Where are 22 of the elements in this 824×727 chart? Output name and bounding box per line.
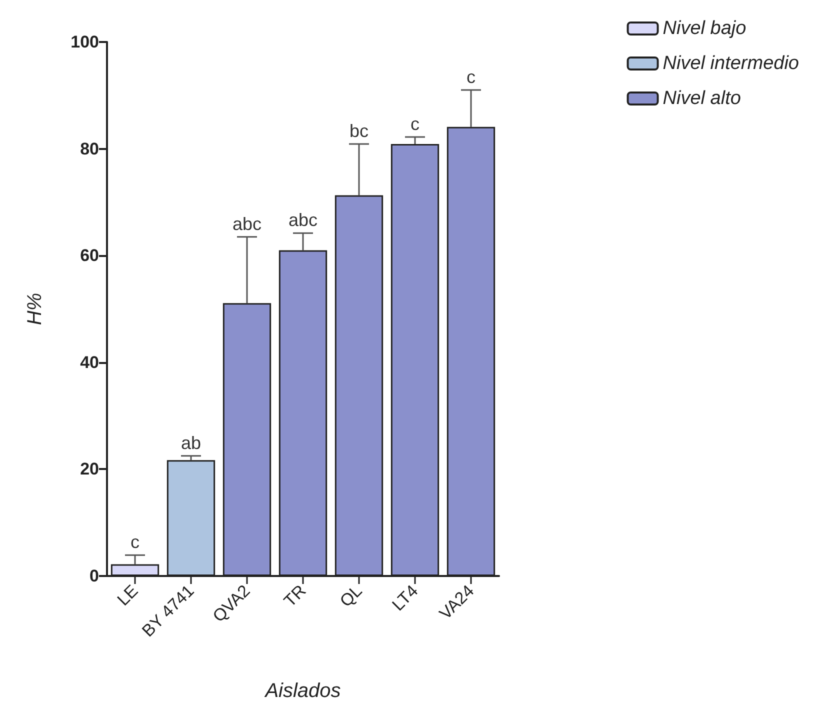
legend-label: Nivel alto (662, 88, 741, 109)
y-tick-label: 60 (80, 246, 99, 266)
annotation: c (466, 67, 476, 88)
x-tick-label: TR (280, 581, 310, 611)
annotation: abc (232, 214, 262, 234)
y-axis-title: H% (24, 292, 46, 326)
annotation: ab (180, 432, 202, 453)
y-tick-label: 40 (80, 352, 99, 372)
x-axis-title: Aislados (264, 680, 341, 702)
annotation: c (130, 532, 140, 552)
annotation: bc (349, 120, 369, 141)
x-tick-label: LT4 (388, 581, 422, 615)
y-tick-label: 20 (80, 460, 99, 479)
legend-label: Nivel intermedio (662, 53, 800, 74)
y-tick-label: 0 (90, 566, 99, 586)
legend-label: Nivel bajo (662, 18, 746, 39)
x-tick-label: QL (336, 581, 366, 611)
y-tick-label: 100 (70, 32, 99, 52)
x-tick-label: LE (114, 581, 142, 610)
y-tick-label: 80 (80, 139, 99, 158)
annotation: abc (288, 210, 318, 230)
annotation: c (410, 114, 420, 134)
